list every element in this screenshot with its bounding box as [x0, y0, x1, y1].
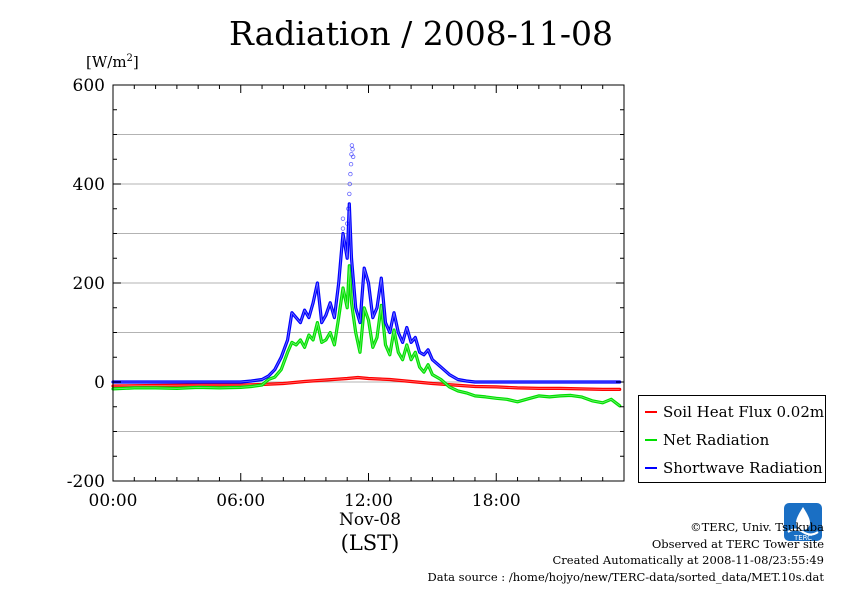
y-tick-label: 400: [73, 175, 105, 195]
y-unit-close: ]: [132, 53, 139, 71]
credit-created: Created Automatically at 2008-11-08/23:5…: [552, 553, 825, 567]
x-tick-label: 12:00: [344, 491, 393, 511]
outlier-point: [349, 143, 355, 148]
legend-label-shortwave-radiation: Shortwave Radiation: [663, 459, 823, 477]
credit-source: Data source : /home/hojyo/new/TERC-data/…: [427, 569, 824, 584]
x-tick-label: 18:00: [472, 491, 521, 511]
outlier-point: [350, 147, 355, 152]
legend-swatch-soil-heat-flux: [645, 411, 657, 413]
outlier-point: [340, 226, 346, 231]
terc-logo-icon: TERC: [784, 503, 822, 542]
outlier-point: [345, 221, 350, 226]
outlier-point: [340, 216, 346, 221]
series-line-1: [111, 264, 622, 408]
credit-copyright: ©TERC, Univ. Tsukuba: [690, 520, 824, 534]
outlier-point: [350, 154, 356, 159]
legend-label-soil-heat-flux: Soil Heat Flux 0.02m: [663, 403, 825, 421]
legend-swatch-net-radiation: [645, 439, 657, 441]
outlier-point: [347, 191, 352, 197]
outlier-point: [348, 171, 353, 177]
legend-item-net-radiation: Net Radiation: [645, 430, 769, 450]
x-axis-label: (LST): [340, 531, 400, 555]
chart-title: Radiation / 2008-11-08: [229, 14, 613, 53]
series-line-2: [111, 202, 622, 384]
y-tick-label: -200: [67, 472, 105, 492]
legend-label-net-radiation: Net Radiation: [663, 431, 770, 449]
series-lines: [111, 202, 622, 408]
y-tick-label: 0: [94, 373, 105, 393]
axis-ticks: -200 0 200 400 600 00:00 06:00 12:00 18:00: [67, 76, 625, 511]
y-unit-text: [W/m: [86, 53, 127, 71]
credits: ©TERC, Univ. Tsukuba Observed at TERC To…: [427, 519, 824, 585]
y-axis-unit: [W/m2]: [86, 53, 139, 71]
x-tick-label: 00:00: [89, 491, 138, 511]
y-tick-label: 600: [73, 76, 105, 96]
y-unit-sup: 2: [126, 53, 133, 64]
x-date-label: Nov-08: [338, 510, 402, 530]
x-tick-label: 06:00: [216, 491, 265, 511]
y-tick-label: 200: [73, 274, 105, 294]
logo-text: TERC: [793, 534, 812, 542]
legend-item-shortwave-radiation: Shortwave Radiation: [645, 458, 823, 478]
legend-item-soil-heat-flux: Soil Heat Flux 0.02m: [645, 402, 824, 422]
outlier-point: [348, 161, 354, 167]
series-line-highlight-1: [112, 265, 620, 407]
outlier-points: [340, 143, 356, 231]
outlier-point: [347, 181, 352, 187]
credit-site: Observed at TERC Tower site: [651, 536, 824, 551]
legend: Soil Heat Flux 0.02m Net Radiation Short…: [638, 395, 826, 483]
outlier-point: [346, 206, 351, 211]
series-line-highlight-2: [113, 203, 620, 383]
legend-swatch-shortwave-radiation: [645, 467, 657, 469]
